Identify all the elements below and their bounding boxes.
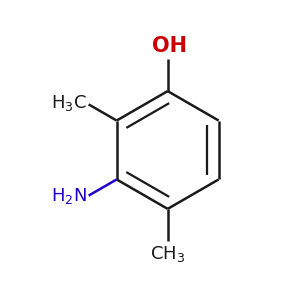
Text: OH: OH xyxy=(152,36,187,56)
Text: H$_2$N: H$_2$N xyxy=(51,186,87,206)
Text: CH$_3$: CH$_3$ xyxy=(150,244,185,264)
Text: H$_3$C: H$_3$C xyxy=(51,93,87,113)
